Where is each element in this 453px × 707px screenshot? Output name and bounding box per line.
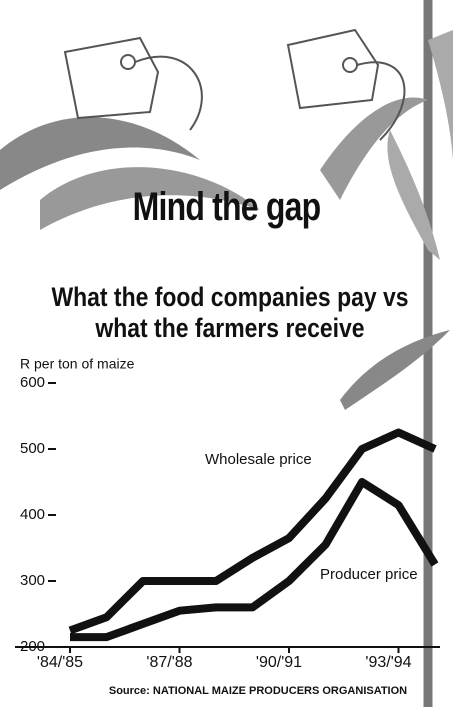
- chart: R per ton of maize Source: NATIONAL MAIZ…: [0, 0, 453, 707]
- y-tick-label: 600: [20, 374, 45, 391]
- page: R per ton of maize Source: NATIONAL MAIZ…: [0, 0, 453, 707]
- y-tick-label: 400: [20, 506, 45, 523]
- decoration: [0, 0, 453, 707]
- y-tick-label: 200: [20, 638, 45, 655]
- series-label: Wholesale price: [205, 451, 312, 468]
- x-tick-label: '90/'91: [256, 654, 302, 671]
- chart-subtitle: What the food companies pay vs what the …: [43, 282, 417, 344]
- y-tick-label: 300: [20, 572, 45, 589]
- series-label: Producer price: [320, 566, 418, 583]
- source: Source: NATIONAL MAIZE PRODUCERS ORGANIS…: [109, 685, 407, 697]
- y-axis-title: R per ton of maize: [20, 356, 135, 372]
- y-tick-label: 500: [20, 440, 45, 457]
- chart-title: Mind the gap: [45, 185, 407, 230]
- x-tick-label: '84/'85: [37, 654, 83, 671]
- x-tick-label: '93/'94: [365, 654, 411, 671]
- x-tick-label: '87/'88: [146, 654, 192, 671]
